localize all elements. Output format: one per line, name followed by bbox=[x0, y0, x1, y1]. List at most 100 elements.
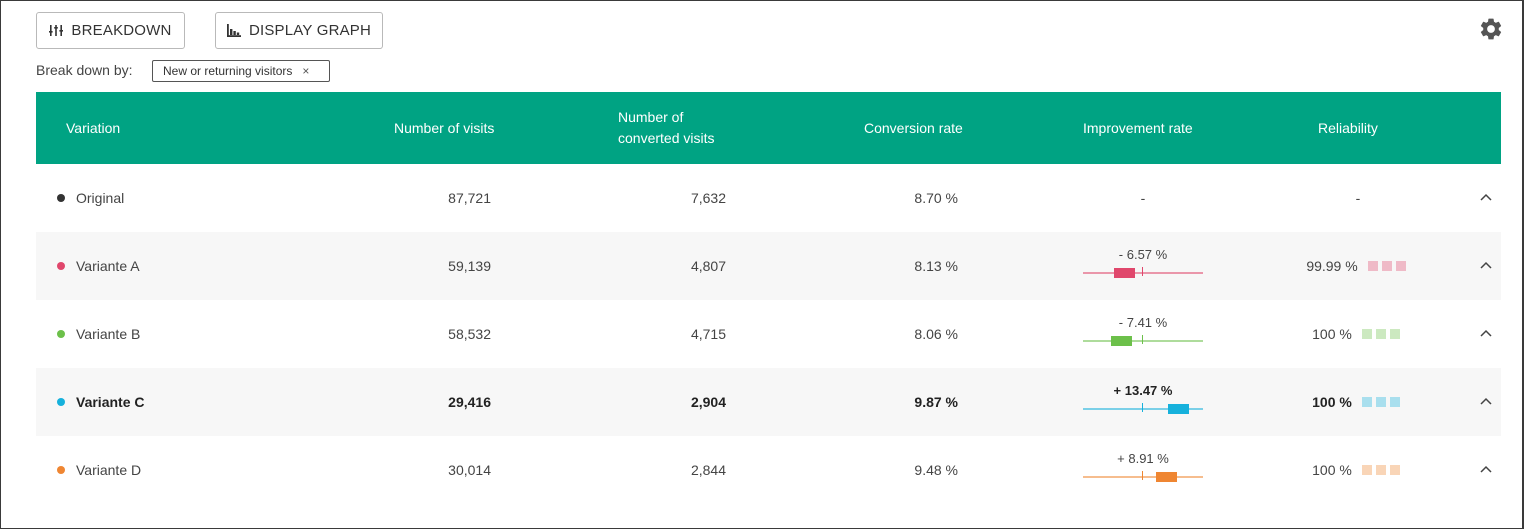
chevron-up-icon[interactable] bbox=[1476, 188, 1496, 208]
improvement-value: - 6.57 % bbox=[1118, 247, 1168, 262]
improvement-cell: - 7.41 % bbox=[1083, 300, 1203, 368]
converted-value: 4,715 bbox=[690, 326, 726, 342]
reliability-indicator bbox=[1360, 329, 1400, 339]
visits-value: 87,721 bbox=[448, 190, 491, 206]
reliability-square bbox=[1389, 397, 1400, 407]
reliability-square bbox=[1375, 465, 1386, 475]
header-converted-visits: Number of converted visits bbox=[618, 92, 714, 164]
improvement-zero-tick bbox=[1142, 471, 1143, 480]
improvement-value: - bbox=[1140, 190, 1146, 206]
improvement-interval-box bbox=[1113, 268, 1135, 278]
variation-name: Variante D bbox=[76, 462, 142, 478]
variation-color-dot bbox=[57, 194, 65, 202]
table-row[interactable]: Variante C 29,416 2,904 9.87 % + 13.47 % 100 … bbox=[36, 368, 1501, 436]
reliability-square bbox=[1375, 329, 1386, 339]
improvement-interval-box bbox=[1167, 404, 1189, 414]
reliability-square bbox=[1367, 261, 1378, 271]
header-variation: Variation bbox=[66, 119, 121, 136]
reliability-square bbox=[1395, 261, 1406, 271]
header-improvement-rate: Improvement rate bbox=[1083, 119, 1193, 136]
table-row[interactable]: Variante A 59,139 4,807 8.13 % - 6.57 % 99.99… bbox=[36, 232, 1501, 300]
chevron-up-icon[interactable] bbox=[1476, 392, 1496, 412]
reliability-value: 100 % bbox=[1312, 462, 1352, 478]
bar-chart-icon bbox=[226, 24, 241, 37]
reliability-cell: 100 % bbox=[1291, 436, 1421, 504]
reliability-square bbox=[1375, 397, 1386, 407]
reliability-square bbox=[1361, 397, 1372, 407]
improvement-track bbox=[1083, 408, 1203, 410]
filter-chip-label: New or returning visitors bbox=[163, 64, 293, 78]
sliders-icon bbox=[49, 24, 64, 37]
variation-name: Variante C bbox=[76, 394, 145, 410]
reliability-value: 99.99 % bbox=[1306, 258, 1358, 274]
conversion-rate-value: 9.48 % bbox=[914, 462, 958, 478]
improvement-zero-tick bbox=[1142, 267, 1143, 276]
table-row[interactable]: Original 87,721 7,632 8.70 % - - bbox=[36, 164, 1501, 232]
converted-value: 4,807 bbox=[690, 258, 726, 274]
visits-value: 30,014 bbox=[448, 462, 491, 478]
improvement-track bbox=[1083, 340, 1203, 342]
improvement-cell: - 6.57 % bbox=[1083, 232, 1203, 300]
close-icon[interactable]: × bbox=[302, 64, 310, 78]
reliability-cell: 100 % bbox=[1291, 368, 1421, 436]
reliability-value: 100 % bbox=[1312, 394, 1352, 410]
gear-icon[interactable] bbox=[1478, 16, 1504, 42]
reliability-cell: 100 % bbox=[1291, 300, 1421, 368]
reliability-indicator bbox=[1360, 465, 1400, 475]
variation-color-dot bbox=[57, 466, 65, 474]
improvement-zero-tick bbox=[1142, 335, 1143, 344]
reliability-cell: 99.99 % bbox=[1291, 232, 1421, 300]
chevron-up-icon[interactable] bbox=[1476, 256, 1496, 276]
header-visits: Number of visits bbox=[394, 119, 495, 136]
variation-color-dot bbox=[57, 262, 65, 270]
conversion-rate-value: 8.13 % bbox=[914, 258, 958, 274]
table-header: Variation Number of visits Number of con… bbox=[36, 92, 1501, 164]
converted-value: 2,904 bbox=[690, 394, 726, 410]
chevron-up-icon[interactable] bbox=[1476, 324, 1496, 344]
improvement-zero-tick bbox=[1142, 403, 1143, 412]
variation-color-dot bbox=[57, 398, 65, 406]
reliability-square bbox=[1361, 329, 1372, 339]
reliability-square bbox=[1389, 329, 1400, 339]
improvement-value: + 8.91 % bbox=[1117, 451, 1169, 466]
display-graph-button[interactable]: DISPLAY GRAPH bbox=[215, 12, 383, 49]
visits-value: 29,416 bbox=[448, 394, 491, 410]
conversion-rate-value: 8.06 % bbox=[914, 326, 958, 342]
reliability-square bbox=[1389, 465, 1400, 475]
improvement-interval-box bbox=[1155, 472, 1177, 482]
reliability-indicator bbox=[1360, 397, 1400, 407]
header-converted-line1: Number of bbox=[618, 109, 684, 125]
visits-value: 59,139 bbox=[448, 258, 491, 274]
breakdown-by-label: Break down by: bbox=[36, 62, 133, 78]
filter-chip: New or returning visitors × bbox=[152, 60, 330, 82]
reliability-value: 100 % bbox=[1312, 326, 1352, 342]
improvement-track bbox=[1083, 272, 1203, 274]
variation-name: Variante A bbox=[76, 258, 140, 274]
improvement-cell: + 8.91 % bbox=[1083, 436, 1203, 504]
converted-value: 7,632 bbox=[690, 190, 726, 206]
header-conversion-rate: Conversion rate bbox=[864, 119, 963, 136]
reliability-square bbox=[1381, 261, 1392, 271]
improvement-interval-box bbox=[1111, 336, 1133, 346]
improvement-value: - 7.41 % bbox=[1118, 315, 1168, 330]
converted-value: 2,844 bbox=[690, 462, 726, 478]
breakdown-button-label: BREAKDOWN bbox=[71, 22, 172, 39]
conversion-rate-value: 9.87 % bbox=[914, 394, 958, 410]
improvement-value: + 13.47 % bbox=[1113, 383, 1173, 398]
improvement-track bbox=[1083, 476, 1203, 478]
variation-name: Variante B bbox=[76, 326, 141, 342]
header-converted-line2: converted visits bbox=[618, 130, 715, 146]
reliability-indicator bbox=[1366, 261, 1406, 271]
display-graph-button-label: DISPLAY GRAPH bbox=[248, 22, 372, 39]
variation-color-dot bbox=[57, 330, 65, 338]
conversion-rate-value: 8.70 % bbox=[914, 190, 958, 206]
visits-value: 58,532 bbox=[448, 326, 491, 342]
reliability-square bbox=[1361, 465, 1372, 475]
table-row[interactable]: Variante B 58,532 4,715 8.06 % - 7.41 % 100 % bbox=[36, 300, 1501, 368]
table-row[interactable]: Variante D 30,014 2,844 9.48 % + 8.91 % 100 % bbox=[36, 436, 1501, 504]
chevron-up-icon[interactable] bbox=[1476, 460, 1496, 480]
improvement-cell: + 13.47 % bbox=[1083, 368, 1203, 436]
header-reliability: Reliability bbox=[1318, 119, 1378, 136]
variation-name: Original bbox=[76, 190, 125, 206]
breakdown-button[interactable]: BREAKDOWN bbox=[36, 12, 185, 49]
